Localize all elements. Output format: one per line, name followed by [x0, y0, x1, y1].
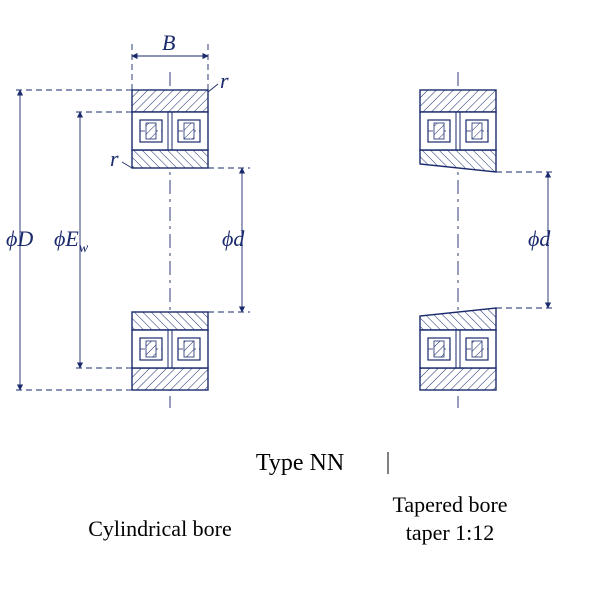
- caption-left: Cylindrical bore: [88, 516, 232, 541]
- label-d-left: ϕd: [222, 226, 245, 251]
- roller-bot-left: [140, 338, 162, 360]
- caption-type: Type NN: [256, 450, 344, 476]
- dim-d-right: ϕd: [496, 172, 556, 308]
- roller-top-left: [140, 120, 162, 142]
- label-r-inner: r: [110, 146, 119, 171]
- caption-right-1: Tapered bore: [392, 492, 507, 517]
- label-B: B: [162, 30, 175, 55]
- roller-bot-right: [178, 338, 200, 360]
- bearing-diagram: r r B ϕD ϕEw: [0, 0, 600, 600]
- dim-d-left: ϕd: [208, 168, 250, 312]
- left-view: r r: [110, 68, 229, 390]
- dim-Ew: ϕEw: [54, 112, 132, 368]
- roller-top-right: [178, 120, 200, 142]
- label-d-right: ϕd: [528, 226, 551, 251]
- label-Ew: ϕEw: [54, 226, 89, 256]
- caption-right-2: taper 1:12: [406, 520, 495, 545]
- label-D: ϕD: [6, 226, 33, 251]
- label-r-outer: r: [220, 68, 229, 93]
